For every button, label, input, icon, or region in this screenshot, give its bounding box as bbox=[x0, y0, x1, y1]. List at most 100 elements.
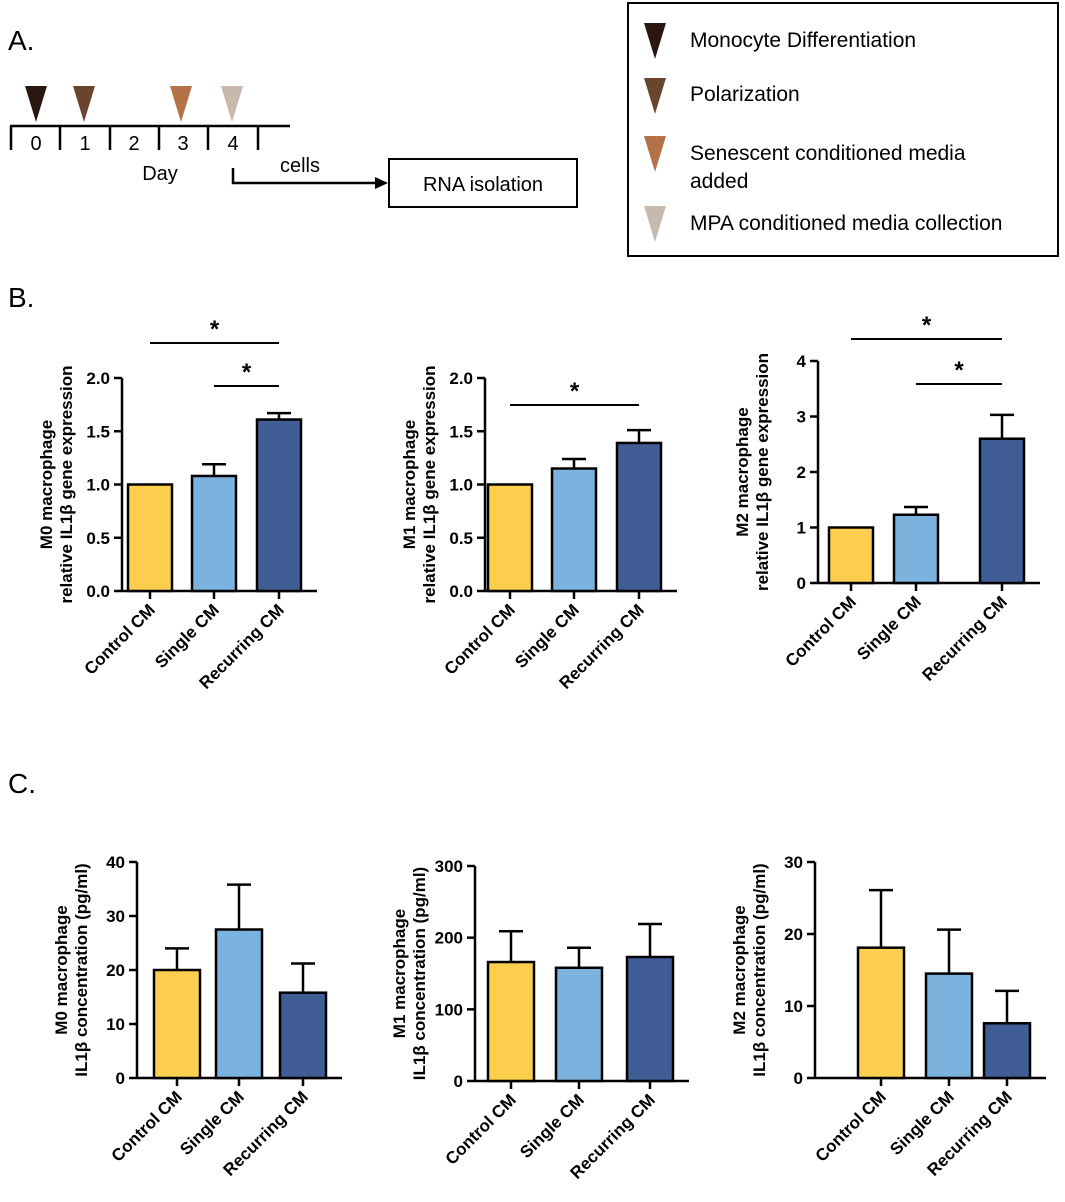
significance-star: * bbox=[570, 378, 580, 405]
y-tick-label: 4 bbox=[797, 352, 807, 371]
category-label: Control CM bbox=[442, 1090, 520, 1168]
category-label: Control CM bbox=[81, 600, 159, 678]
legend-swatch-monocyte bbox=[644, 23, 666, 59]
day-3: 3 bbox=[177, 133, 188, 155]
bar-single-cm bbox=[554, 966, 604, 1083]
category-label: Single CM bbox=[853, 592, 925, 664]
marker-monocyte-differentiation bbox=[25, 86, 47, 122]
legend-swatch-senescent bbox=[644, 136, 666, 172]
legend-label-senescent-line2: added bbox=[690, 170, 748, 193]
y-tick-label: 200 bbox=[435, 929, 463, 948]
panel-a: A. 0 1 2 3 4 Day cells RNA isolation bbox=[8, 25, 578, 208]
legend-swatch-mpa bbox=[644, 206, 666, 242]
y-tick-label: 10 bbox=[106, 1015, 125, 1034]
category-label: Control CM bbox=[108, 1087, 186, 1165]
y-tick-label: 30 bbox=[106, 907, 125, 926]
bar-control-cm bbox=[486, 483, 534, 593]
significance-star: * bbox=[954, 357, 964, 384]
category-label: Recurring CM bbox=[919, 592, 1011, 684]
rna-isolation-label: RNA isolation bbox=[423, 174, 543, 196]
y-tick-label: 1.5 bbox=[449, 422, 473, 441]
y-tick-label: 1.5 bbox=[86, 422, 110, 441]
legend-label-polarization: Polarization bbox=[690, 83, 800, 106]
y-tick-label: 1.0 bbox=[86, 476, 110, 495]
category-label: Single CM bbox=[151, 600, 223, 672]
chart-c-3: 0 10 20 30 40 M0 macrophage IL1β concentration… bbox=[52, 853, 342, 1180]
bar-recurring-cm bbox=[278, 991, 328, 1080]
day-2: 2 bbox=[128, 133, 139, 155]
category-label: Single CM bbox=[511, 600, 583, 672]
y-tick-label: 0.0 bbox=[86, 582, 110, 601]
legend-label-monocyte: Monocyte Differentiation bbox=[690, 29, 916, 52]
y-tick-label: 2.0 bbox=[449, 369, 473, 388]
y-axis-label-line2: relative IL1β gene expression bbox=[420, 365, 439, 603]
y-tick-label: 300 bbox=[435, 857, 463, 876]
chart-b-0: 0.0 0.5 1.0 1.5 2.0 M0 macrophage relative IL1… bbox=[37, 316, 317, 693]
legend: Monocyte Differentiation Polarization Se… bbox=[627, 2, 1059, 257]
bar-control-cm bbox=[486, 960, 536, 1083]
chart-c-4: 0 100 200 300 M1 macrophage IL1β concentratio… bbox=[390, 857, 689, 1183]
bar-single-cm bbox=[892, 513, 940, 585]
y-axis-label-line1: M2 macrophage bbox=[733, 407, 752, 536]
y-tick-label: 20 bbox=[106, 961, 125, 980]
y-tick-label: 3 bbox=[797, 408, 806, 427]
y-tick-label: 0 bbox=[797, 574, 806, 593]
bar-control-cm bbox=[126, 483, 174, 593]
cells-arrow-head bbox=[375, 177, 388, 189]
day-0: 0 bbox=[30, 133, 41, 155]
day-4: 4 bbox=[227, 133, 238, 155]
chart-b-2: 0 1 2 3 4 M2 macrophage relative IL1β gene exp… bbox=[733, 312, 1040, 685]
legend-box bbox=[627, 2, 1059, 257]
bar-recurring-cm bbox=[982, 1022, 1032, 1080]
y-tick-label: 1 bbox=[797, 519, 806, 538]
category-label: Control CM bbox=[441, 600, 519, 678]
y-tick-label: 0.5 bbox=[86, 529, 110, 548]
bar-recurring-cm bbox=[255, 418, 303, 593]
bar-control-cm bbox=[152, 968, 202, 1080]
cells-arrow bbox=[231, 168, 378, 185]
y-tick-label: 0 bbox=[454, 1072, 463, 1091]
y-axis-label-line1: M1 macrophage bbox=[400, 420, 419, 549]
y-tick-label: 2.0 bbox=[86, 369, 110, 388]
y-axis-label-line1: M2 macrophage bbox=[730, 905, 749, 1034]
y-tick-label: 40 bbox=[106, 853, 125, 872]
marker-polarization bbox=[73, 86, 95, 122]
chart-c-5: 0 10 20 30 M2 macrophage IL1β concentration (… bbox=[730, 853, 1046, 1180]
y-axis-label-line2: IL1β concentration (pg/ml) bbox=[410, 867, 429, 1080]
timeline-markers bbox=[25, 86, 243, 122]
bar-control-cm bbox=[856, 946, 906, 1080]
rna-isolation-box bbox=[388, 158, 578, 208]
y-tick-label: 100 bbox=[435, 1000, 463, 1019]
bar-single-cm bbox=[190, 474, 238, 593]
day-1: 1 bbox=[79, 133, 90, 155]
marker-mpa-media bbox=[221, 86, 243, 122]
panel-a-label: A. bbox=[8, 25, 34, 56]
category-label: Single CM bbox=[516, 1090, 588, 1162]
panel-b-label: B. bbox=[8, 282, 34, 313]
panel-c-label: C. bbox=[8, 768, 36, 799]
significance-star: * bbox=[922, 312, 932, 339]
bar-single-cm bbox=[550, 467, 598, 593]
y-axis-label-line2: relative IL1β gene expression bbox=[753, 353, 772, 591]
y-tick-label: 10 bbox=[784, 997, 803, 1016]
y-tick-label: 0.0 bbox=[449, 582, 473, 601]
significance-star: * bbox=[210, 316, 220, 343]
y-axis-label-line1: M0 macrophage bbox=[52, 905, 71, 1034]
legend-swatch-polarization bbox=[644, 78, 666, 114]
y-tick-label: 30 bbox=[784, 853, 803, 872]
category-label: Control CM bbox=[812, 1087, 890, 1165]
bar-single-cm bbox=[924, 972, 974, 1080]
cells-label: cells bbox=[280, 155, 320, 177]
chart-b-1: 0.0 0.5 1.0 1.5 2.0 M1 macrophage relative IL1… bbox=[400, 365, 677, 693]
y-axis-label-line1: M0 macrophage bbox=[37, 420, 56, 549]
y-tick-label: 0.5 bbox=[449, 529, 473, 548]
y-tick-label: 0 bbox=[116, 1069, 125, 1088]
y-tick-label: 1.0 bbox=[449, 476, 473, 495]
y-axis-label-line2: relative IL1β gene expression bbox=[57, 365, 76, 603]
charts: 0.00.51.01.52.0M0 macrophage relative IL1… bbox=[37, 312, 1046, 1183]
bar-control-cm bbox=[827, 526, 875, 585]
category-label: Control CM bbox=[782, 592, 860, 670]
y-tick-label: 2 bbox=[797, 463, 806, 482]
bar-recurring-cm bbox=[615, 441, 663, 593]
